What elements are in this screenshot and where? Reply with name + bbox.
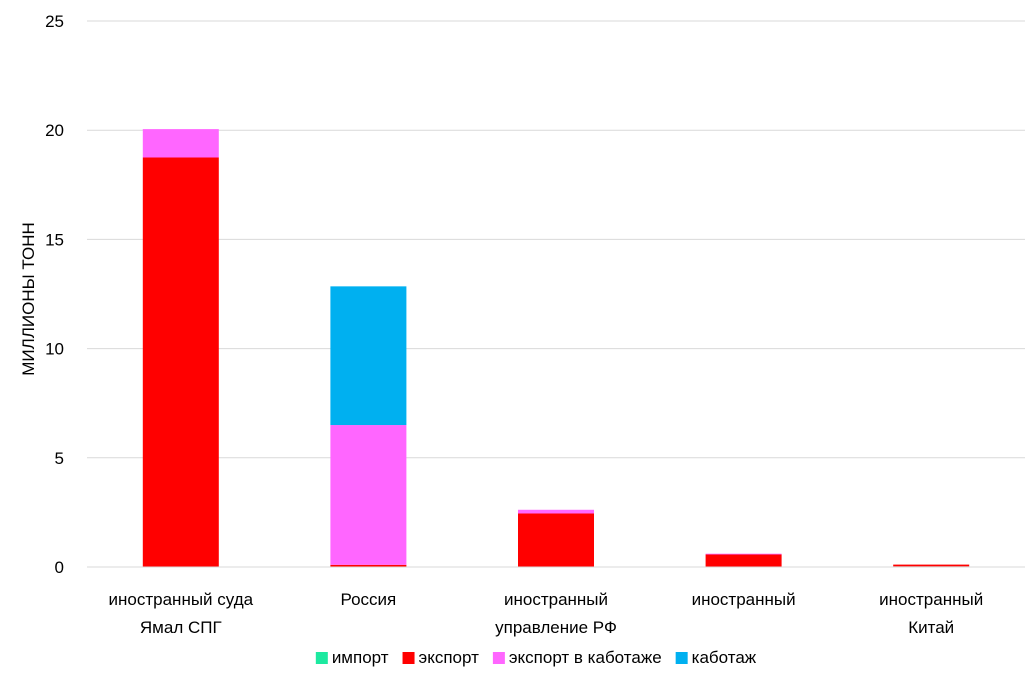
x-axis-ticks: иностранный суда Ямал СПГ Россия иностранны… bbox=[109, 590, 984, 637]
x-tick-label: иностранный bbox=[504, 590, 608, 609]
bar-segment bbox=[705, 554, 782, 567]
bar-segment bbox=[142, 129, 219, 158]
legend: импорт экспорт экспорт в каботаже каботаж bbox=[315, 648, 757, 667]
legend-swatch bbox=[402, 652, 415, 664]
bar-segment bbox=[330, 564, 407, 567]
legend-label: экспорт в каботаже bbox=[509, 648, 662, 667]
legend-label: импорт bbox=[332, 648, 389, 667]
y-axis-ticks: 0 5 10 15 20 25 bbox=[45, 12, 64, 577]
y-tick-label: 5 bbox=[55, 449, 64, 468]
y-tick-label: 15 bbox=[45, 230, 64, 249]
legend-label: каботаж bbox=[692, 648, 757, 667]
bar-segment bbox=[518, 513, 594, 567]
grid-layer bbox=[87, 20, 1025, 459]
x-tick-label: управление РФ bbox=[495, 618, 617, 637]
y-tick-label: 20 bbox=[45, 121, 64, 140]
y-tick-label: 25 bbox=[45, 12, 64, 31]
legend-label: экспорт bbox=[419, 648, 480, 667]
y-tick-label: 0 bbox=[55, 558, 64, 577]
bar-segment bbox=[893, 564, 970, 567]
x-tick-label: Россия bbox=[341, 590, 397, 609]
bar-segment bbox=[330, 286, 407, 426]
y-axis-title: МИЛЛИОНЫ ТОНН bbox=[19, 222, 38, 376]
bar-segment bbox=[705, 553, 782, 555]
x-tick-label: иностранный bbox=[692, 590, 796, 609]
y-tick-label: 10 bbox=[45, 340, 64, 359]
x-tick-label: иностранный суда bbox=[109, 590, 254, 609]
x-tick-label: Китай bbox=[908, 618, 954, 637]
bar-segment bbox=[518, 509, 594, 514]
legend-swatch bbox=[315, 652, 328, 664]
x-tick-label: Ямал СПГ bbox=[140, 618, 222, 637]
legend-swatch bbox=[675, 652, 688, 664]
legend-swatch bbox=[492, 652, 505, 664]
bar-segment bbox=[142, 157, 219, 567]
x-tick-label: иностранный bbox=[879, 590, 983, 609]
bar-segment bbox=[330, 425, 407, 565]
